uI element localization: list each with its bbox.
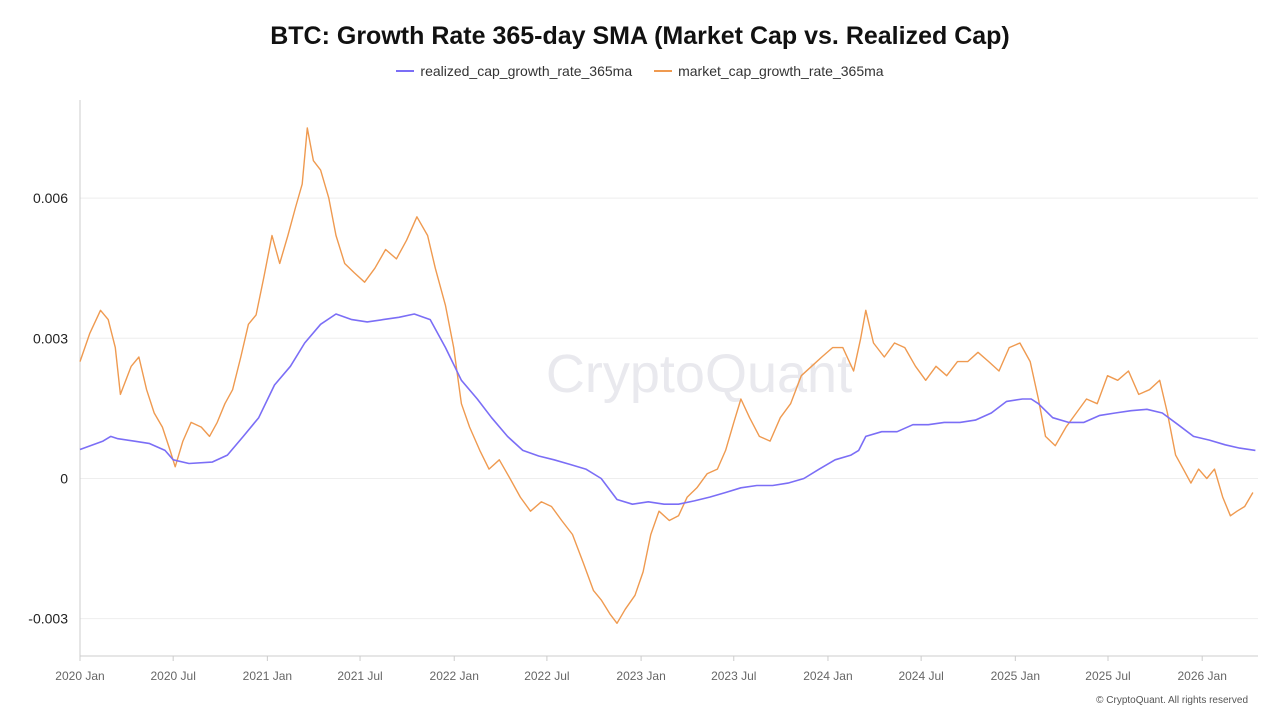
x-tick-label-12: 2026 Jan — [1178, 669, 1227, 683]
x-tick-label-10: 2025 Jan — [991, 669, 1040, 683]
legend-label-realized-cap: realized_cap_growth_rate_365ma — [420, 63, 633, 79]
x-axis-ticks: 2020 Jan 2020 Jul 2021 Jan 2021 Jul 2022 Jan… — [55, 656, 1227, 683]
legend-item-market-cap[interactable]: market_cap_growth_rate_365ma — [654, 63, 884, 79]
copyright-text: © CryptoQuant. All rights reserved — [1096, 695, 1248, 706]
y-tick-label-3: -0.003 — [28, 611, 68, 627]
x-tick-label-7: 2023 Jul — [711, 669, 756, 683]
x-tick-label-4: 2022 Jan — [430, 669, 479, 683]
y-tick-label-1: 0.003 — [33, 330, 68, 346]
x-tick-label-2: 2021 Jan — [243, 669, 292, 683]
series-line-realized-cap — [79, 313, 1256, 505]
y-tick-label-0: 0.006 — [33, 190, 68, 206]
series-layer — [79, 127, 1256, 624]
chart-title: BTC: Growth Rate 365-day SMA (Market Cap… — [270, 22, 1010, 50]
x-tick-label-0: 2020 Jan — [55, 669, 104, 683]
x-tick-label-9: 2024 Jul — [898, 669, 943, 683]
y-axis-ticks: 0.006 0.003 0 -0.003 — [28, 190, 68, 627]
realized-cap-swatch — [396, 70, 415, 72]
x-tick-label-6: 2023 Jan — [616, 669, 665, 683]
x-tick-label-3: 2021 Jul — [337, 669, 382, 683]
x-tick-label-8: 2024 Jan — [803, 669, 852, 683]
x-tick-label-11: 2025 Jul — [1085, 669, 1130, 683]
market-cap-swatch — [654, 70, 673, 72]
grid-lines — [80, 197, 1258, 620]
legend-item-realized-cap[interactable]: realized_cap_growth_rate_365ma — [396, 63, 632, 79]
x-tick-label-5: 2022 Jul — [524, 669, 569, 683]
x-tick-label-1: 2020 Jul — [150, 669, 195, 683]
y-tick-label-2: 0 — [60, 470, 68, 486]
legend-label-market-cap: market_cap_growth_rate_365ma — [678, 63, 884, 79]
legend: realized_cap_growth_rate_365ma market_ca… — [0, 63, 1280, 79]
watermark-text: CryptoQuant — [546, 344, 852, 404]
series-line-market-cap — [79, 127, 1254, 624]
